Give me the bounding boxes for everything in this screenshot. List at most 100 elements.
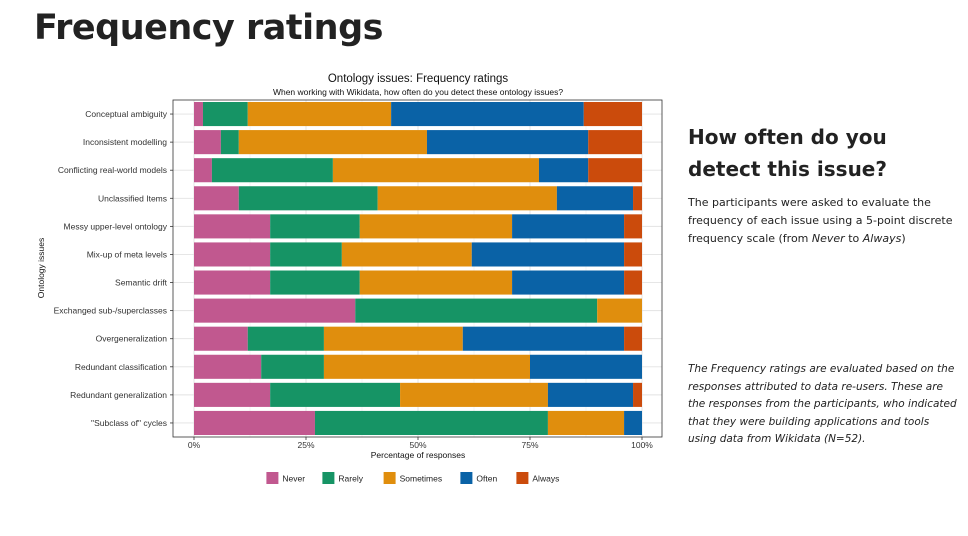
- y-tick-label: Mix-up of meta levels: [87, 249, 167, 259]
- legend-swatch-never: [266, 472, 279, 484]
- bar-segment-sometimes: [359, 270, 513, 295]
- bar-segment-never: [194, 354, 262, 379]
- bar-segment-rarely: [270, 214, 360, 239]
- bar-segment-never: [194, 102, 203, 127]
- plot-border: [172, 99, 663, 438]
- y-tick-label: Redundant classification: [75, 362, 167, 372]
- bar-segment-sometimes: [247, 102, 392, 127]
- bar-segment-rarely: [220, 130, 239, 155]
- bar-segment-sometimes: [323, 326, 463, 351]
- legend-swatch-sometimes: [383, 472, 396, 484]
- y-tick-label: Conceptual ambiguity: [85, 109, 167, 119]
- bar-segment-often: [530, 354, 642, 379]
- bar-segment-sometimes: [359, 214, 513, 239]
- bar-segment-never: [194, 270, 271, 295]
- x-tick-label: 0%: [188, 440, 201, 450]
- legend-label-always: Always: [532, 474, 559, 484]
- y-tick-label: Conflicting real-world models: [58, 165, 167, 175]
- plot-area: Conceptual ambiguity Inconsistent modelli…: [54, 99, 663, 450]
- legend-swatch-rarely: [322, 472, 335, 484]
- bar-segment-never: [194, 158, 212, 183]
- bar-segment-never: [194, 382, 271, 407]
- bar-segment-rarely: [270, 270, 360, 295]
- bar-segment-sometimes: [323, 354, 530, 379]
- bar-segment-rarely: [202, 102, 248, 127]
- y-tick-label: Inconsistent modelling: [83, 137, 167, 147]
- bar-segment-never: [194, 410, 315, 435]
- x-tick-label: 100%: [631, 440, 653, 450]
- bar-segment-sometimes: [400, 382, 548, 407]
- description-text-to: to: [844, 232, 863, 245]
- y-tick-label: Unclassified Items: [98, 193, 167, 203]
- side-panel-description: The participants were asked to evaluate …: [688, 194, 968, 248]
- bar-segment-often: [512, 214, 625, 239]
- chart-legend: Never Rarely Sometimes Often Always: [266, 472, 559, 484]
- bar-segment-rarely: [238, 186, 378, 211]
- y-tick-label: Exchanged sub-/superclasses: [54, 306, 167, 316]
- bar-segment-sometimes: [597, 298, 642, 323]
- bar-segment-often: [471, 242, 625, 267]
- y-tick-label: "Subclass of" cycles: [91, 418, 167, 428]
- bar-segment-always: [624, 242, 642, 267]
- bar-segment-always: [588, 130, 642, 155]
- bar-segment-often: [426, 130, 589, 155]
- x-tick-label: 25%: [297, 440, 314, 450]
- bar-segment-rarely: [270, 382, 401, 407]
- y-axis-label: Ontology issues: [36, 238, 46, 298]
- bar-segment-often: [512, 270, 625, 295]
- bar-segment-sometimes: [332, 158, 539, 183]
- bar-segment-rarely: [247, 326, 324, 351]
- bar-segment-often: [547, 382, 634, 407]
- x-tick-label: 50%: [409, 440, 426, 450]
- bar-segment-always: [633, 186, 642, 211]
- y-tick-label: Semantic drift: [115, 278, 168, 288]
- legend-label-rarely: Rarely: [338, 474, 363, 484]
- bar-segment-never: [194, 326, 248, 351]
- bar-segment-never: [194, 214, 271, 239]
- bar-segment-often: [624, 410, 642, 435]
- legend-label-sometimes: Sometimes: [400, 474, 443, 484]
- legend-label-often: Often: [476, 474, 497, 484]
- page-title: Frequency ratings: [34, 8, 383, 48]
- bar-segment-sometimes: [341, 242, 472, 267]
- description-text: The participants were asked to evaluate …: [688, 196, 953, 245]
- bar-segment-often: [556, 186, 634, 211]
- y-tick-label: Messy upper-level ontology: [64, 221, 168, 231]
- bar-segment-often: [462, 326, 625, 351]
- legend-label-never: Never: [282, 474, 305, 484]
- bar-segment-never: [194, 298, 356, 323]
- bar-segment-sometimes: [377, 186, 557, 211]
- side-panel-heading: How often do you detect this issue?: [688, 125, 887, 181]
- legend-swatch-always: [516, 472, 529, 484]
- y-tick-label: Redundant generalization: [70, 390, 167, 400]
- bar-segment-rarely: [314, 410, 548, 435]
- description-text-end: ): [901, 232, 906, 245]
- bar-segment-sometimes: [547, 410, 625, 435]
- bar-segment-never: [194, 186, 239, 211]
- bar-segment-rarely: [270, 242, 342, 267]
- bar-segment-rarely: [355, 298, 598, 323]
- legend-swatch-often: [460, 472, 473, 484]
- description-always: Always: [862, 232, 902, 245]
- bar-segment-sometimes: [238, 130, 427, 155]
- bar-segment-always: [633, 382, 642, 407]
- description-never: Never: [811, 232, 845, 245]
- plot-background: [173, 100, 662, 437]
- bar-segment-always: [588, 158, 642, 183]
- side-panel-note: The Frequency ratings are evaluated base…: [688, 363, 957, 445]
- bar-segment-always: [583, 102, 642, 127]
- bar-segment-rarely: [261, 354, 324, 379]
- bar-segment-always: [624, 270, 642, 295]
- y-tick-label: Overgeneralization: [96, 334, 168, 344]
- bar-segment-often: [538, 158, 589, 183]
- x-axis-label: Percentage of responses: [371, 450, 466, 460]
- chart-title: Ontology issues: Frequency ratings: [328, 73, 509, 85]
- x-tick-label: 75%: [521, 440, 538, 450]
- chart-subtitle: When working with Wikidata, how often do…: [273, 87, 563, 97]
- bar-segment-never: [194, 130, 221, 155]
- bar-segment-always: [624, 326, 642, 351]
- bar-segment-never: [194, 242, 271, 267]
- bar-segment-often: [391, 102, 584, 127]
